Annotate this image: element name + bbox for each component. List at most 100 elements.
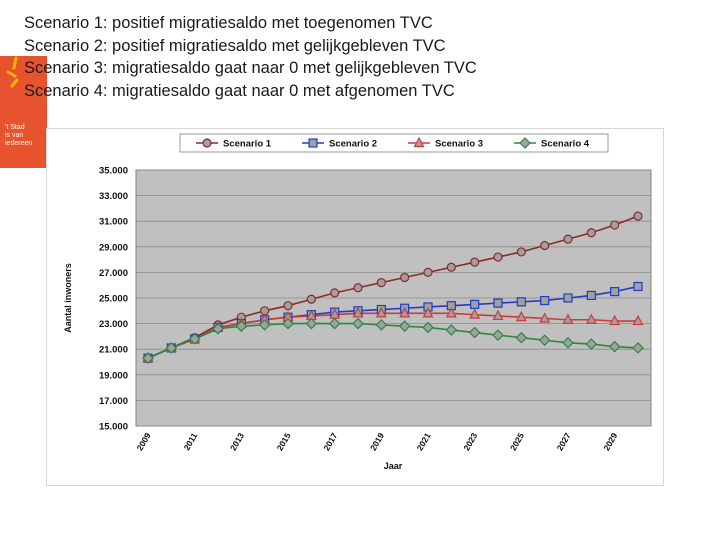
x-tick-label: 2019 [368,431,386,453]
data-point-scenario-3 [492,309,504,321]
data-point-scenario-1 [283,301,293,311]
data-point-scenario-1 [423,267,433,277]
y-tick-label: 21.000 [99,345,128,356]
data-point-scenario-4 [142,352,154,365]
data-point-scenario-3 [445,307,457,318]
data-point-scenario-4 [585,338,598,350]
data-point-scenario-2 [470,299,480,309]
logo-text-line: 't Stad [5,124,25,131]
data-point-scenario-3 [515,310,527,322]
data-point-scenario-1 [563,234,573,244]
x-tick-label: 2021 [415,431,433,453]
y-tick-label: 19.000 [99,370,128,381]
logo-text-line: iedereen [5,140,33,147]
data-point-scenario-4 [352,317,364,330]
scenario-line: Scenario 3: migratiesaldo gaat naar 0 me… [24,59,477,77]
data-point-scenario-4 [422,321,434,334]
y-tick-label: 29.000 [99,242,128,253]
legend-label: Scenario 3 [435,139,483,150]
data-point-scenario-4 [562,336,574,349]
data-point-scenario-4 [398,320,411,333]
x-tick-label: 2013 [228,431,246,453]
data-point-scenario-1 [446,262,456,272]
data-point-scenario-1 [493,252,503,262]
data-point-scenario-3 [562,313,574,324]
data-point-scenario-4 [165,342,178,354]
x-tick-label: 2023 [461,431,479,453]
legend-swatch-marker [202,138,212,148]
data-point-scenario-3 [352,307,364,318]
data-point-scenario-2 [516,297,526,307]
data-point-scenario-3 [469,308,481,319]
data-point-scenario-1 [516,247,526,257]
data-point-scenario-1 [586,228,596,238]
logo-sun-icon [6,56,19,88]
data-point-scenario-4 [258,319,271,331]
y-tick-label: 23.000 [99,319,128,330]
data-point-scenario-1 [330,288,340,298]
y-tick-label: 35.000 [99,166,128,177]
data-point-scenario-3 [422,307,434,318]
x-axis-label: Jaar [384,461,403,471]
scenario-line: Scenario 1: positief migratiesaldo met t… [24,14,433,32]
data-point-scenario-4 [468,326,481,339]
legend-box [179,133,609,153]
y-tick-label: 33.000 [99,191,128,202]
data-point-scenario-4 [188,333,201,345]
x-tick-label: 2011 [182,431,200,452]
series-line-scenario-4 [147,322,639,359]
data-point-scenario-1 [610,220,620,230]
scenario-list: Scenario 1: positief migratiesaldo met t… [24,12,477,102]
legend-swatch-marker [413,136,425,148]
data-point-scenario-1 [540,240,550,251]
y-tick-label: 27.000 [99,268,128,279]
data-point-scenario-4 [538,334,551,347]
data-point-scenario-1 [633,211,643,221]
data-point-scenario-2 [563,293,573,303]
data-point-scenario-1 [470,257,480,267]
legend-label: Scenario 2 [329,139,377,150]
scenario-line: Scenario 4: migratiesaldo gaat naar 0 me… [24,81,455,100]
data-point-scenario-4 [305,317,318,330]
x-tick-label: 2017 [321,431,339,453]
legend-swatch-marker [519,137,531,149]
data-point-scenario-1 [376,278,386,288]
data-point-scenario-4 [608,340,621,353]
x-tick-label: 2015 [275,431,293,453]
data-point-scenario-2 [540,295,550,306]
data-point-scenario-2 [586,290,596,301]
y-axis-label: Aantal inwoners [63,263,73,333]
legend-label: Scenario 4 [541,139,590,150]
data-point-scenario-3 [585,313,597,324]
y-tick-label: 31.000 [99,217,128,228]
data-point-scenario-3 [609,314,621,326]
data-point-scenario-4 [632,342,644,354]
data-point-scenario-1 [400,272,410,283]
data-point-scenario-4 [492,329,504,341]
data-point-scenario-4 [445,324,458,336]
scenario-line: Scenario 2: positief migratiesaldo met g… [24,36,446,55]
series-line-scenario-3 [147,312,638,359]
y-tick-label: 25.000 [99,294,128,305]
data-point-scenario-1 [353,283,363,293]
data-point-scenario-3 [632,314,644,326]
x-tick-label: 2025 [508,431,526,453]
data-point-scenario-4 [212,322,224,335]
data-point-scenario-1 [306,294,316,304]
logo-text: 't Stad is van iedereen [5,124,32,148]
data-point-scenario-4 [235,320,248,333]
y-tick-label: 17.000 [99,396,128,407]
x-tick-label: 2027 [555,431,573,453]
data-point-scenario-4 [282,317,294,330]
legend-label: Scenario 1 [223,139,272,150]
logo-block: 't Stad is van iedereen [0,56,47,168]
data-point-scenario-2 [610,287,620,297]
data-point-scenario-3 [375,307,387,318]
data-point-scenario-4 [515,331,528,344]
series-line-scenario-1 [147,215,639,359]
data-point-scenario-2 [633,281,643,292]
logo-text-line: is van [5,132,24,139]
data-point-scenario-4 [328,317,341,330]
x-tick-label: 2009 [135,431,153,453]
